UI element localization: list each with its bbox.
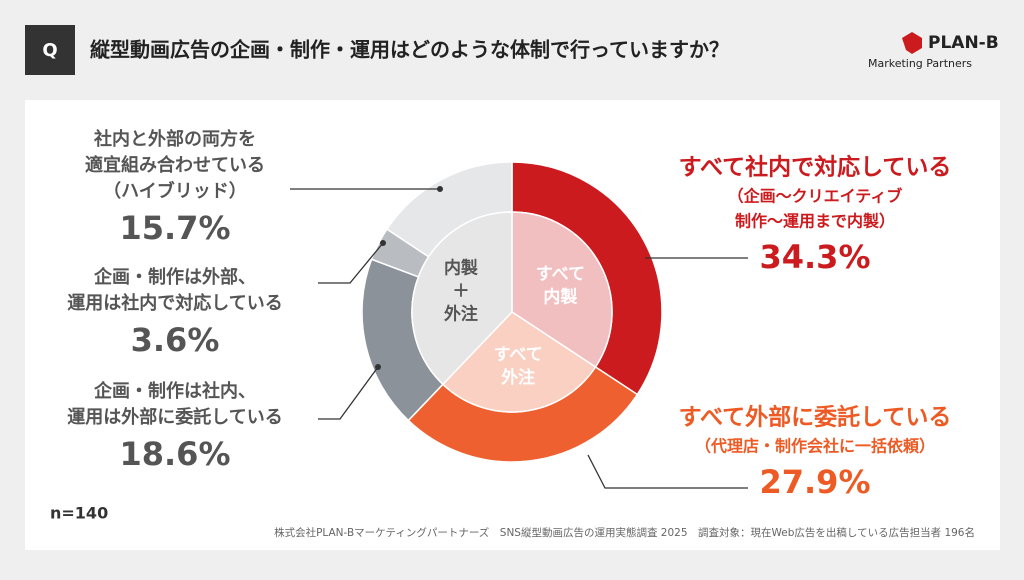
- chart: すべて内製すべて外注内製＋外注すべて社内で対応している（企画〜クリエイティブ制作…: [67, 128, 951, 501]
- value-label: 15.7%: [119, 209, 230, 247]
- leader-dot: [375, 364, 381, 370]
- inner-segment: [441, 311, 597, 413]
- value-label: 18.6%: [119, 435, 230, 473]
- inner-label: 内製: [444, 258, 478, 279]
- category-label: 適宜組み合わせている: [85, 154, 265, 176]
- inner-label: 外注: [501, 367, 535, 388]
- category-label: （ハイブリッド）: [103, 180, 247, 202]
- source: 株式会社PLAN-Bマーケティングパートナーズ SNS縦型動画広告の運用実態調査…: [274, 526, 975, 539]
- value-label: 3.6%: [131, 321, 220, 359]
- question-title: 縦型動画広告の企画・制作・運用はどのような体制で行っていますか？: [90, 38, 729, 62]
- logo-sub: Marketing Partners: [868, 57, 972, 70]
- inner-label: ＋: [452, 282, 469, 302]
- category-label: すべて外部に委託している: [679, 404, 952, 431]
- inner-label: 外注: [444, 304, 478, 325]
- value-label: 34.3%: [759, 238, 870, 276]
- note-label: （代理店・制作会社に一括依頼）: [695, 437, 935, 456]
- leader-dot: [437, 186, 443, 192]
- badge: [25, 25, 75, 75]
- note-label: （企画〜クリエイティブ: [728, 187, 903, 206]
- note-label: 制作〜運用まで内製）: [735, 212, 895, 231]
- category-label: 企画・制作は社内、: [93, 380, 256, 402]
- sample-size: n=140: [50, 504, 108, 523]
- inner-label: すべて: [536, 264, 585, 284]
- leader-line: [318, 242, 384, 284]
- logo-icon: [902, 32, 922, 54]
- inner-label: すべて: [494, 345, 543, 365]
- category-label: 社内と外部の両方を: [94, 128, 256, 150]
- leader-dot: [380, 240, 386, 246]
- inner-segment: [411, 211, 513, 386]
- inner-label: 内製: [543, 286, 577, 307]
- leader-line: [587, 454, 748, 489]
- badge-text: Q: [42, 40, 57, 61]
- category-label: 運用は社内で対応している: [67, 292, 282, 314]
- category-label: 企画・制作は外部、: [93, 266, 256, 288]
- category-label: すべて社内で対応している: [679, 154, 952, 181]
- value-label: 27.9%: [759, 463, 870, 501]
- logo: PLAN-B: [928, 33, 999, 53]
- category-label: 運用は外部に委託している: [67, 406, 282, 428]
- leader-line: [318, 366, 379, 420]
